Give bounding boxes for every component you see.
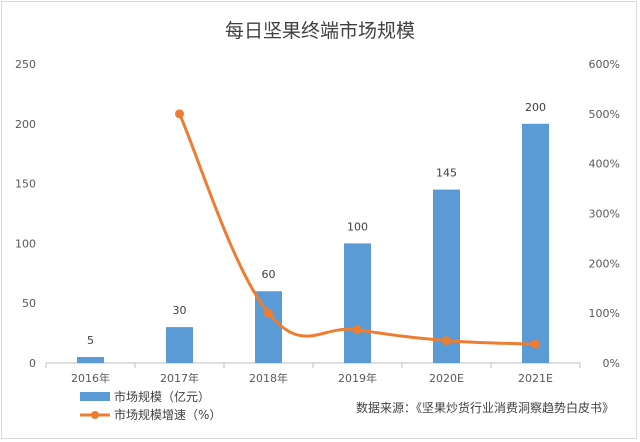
bar-data-label: 60 — [262, 268, 276, 281]
y-right-tick-label: 0% — [603, 357, 620, 370]
bar-data-labels: 5 30 60 100 145 200 — [87, 101, 546, 347]
y-left-tick-label: 250 — [15, 58, 36, 71]
bar-data-label: 5 — [87, 334, 94, 347]
y-right-tick-label: 500% — [589, 108, 620, 121]
bar-data-label: 145 — [436, 167, 457, 180]
y-right-tick-label: 400% — [589, 158, 620, 171]
growth-point — [264, 308, 273, 318]
bar-series — [77, 123, 549, 363]
bar-data-label: 30 — [173, 304, 187, 317]
legend-line-label: 市场规模增速（%） — [114, 407, 221, 422]
legend-bar-swatch — [80, 392, 110, 401]
y-left-tick-label: 150 — [15, 178, 36, 191]
bar — [433, 189, 460, 363]
legend: 市场规模（亿元） 市场规模增速（%） — [80, 389, 221, 422]
bar — [344, 243, 371, 363]
y-left-tick-label: 0 — [29, 357, 36, 370]
growth-point — [175, 109, 184, 119]
source-note: 数据来源：《坚果炒货行业消费洞察趋势白皮书》 — [356, 400, 614, 415]
x-tick-label: 2021E — [518, 372, 553, 385]
x-tick-label: 2016年 — [71, 371, 110, 385]
growth-line — [178, 113, 536, 346]
legend-bar-label: 市场规模（亿元） — [114, 389, 210, 404]
y-left-tick-label: 50 — [22, 297, 36, 310]
bar-data-label: 200 — [525, 101, 546, 114]
bar — [166, 327, 193, 363]
growth-point — [442, 336, 451, 346]
x-tick-label: 2018年 — [249, 371, 288, 385]
bar-data-label: 100 — [347, 220, 368, 233]
left-axis: 0 50 100 150 200 250 — [15, 58, 36, 370]
x-tick-label: 2019年 — [338, 371, 377, 385]
right-axis: 0% 100% 200% 300% 400% 500% 600% — [589, 58, 620, 370]
chart-title: 每日坚果终端市场规模 — [225, 20, 415, 42]
y-right-tick-label: 600% — [589, 58, 620, 71]
growth-point — [353, 325, 362, 335]
growth-point — [531, 339, 540, 349]
y-right-tick-label: 100% — [589, 307, 620, 320]
line-series — [175, 109, 540, 349]
bar — [77, 357, 104, 363]
y-left-tick-label: 200 — [15, 118, 36, 131]
legend-line-marker — [91, 411, 99, 419]
y-right-tick-label: 200% — [589, 257, 620, 270]
x-tick-label: 2017年 — [160, 371, 199, 385]
x-axis: 2016年 2017年 2018年 2019年 2020E 2021E — [45, 363, 581, 385]
y-right-tick-label: 300% — [589, 208, 620, 221]
bar — [522, 123, 549, 363]
x-tick-label: 2020E — [429, 372, 464, 385]
y-left-tick-label: 100 — [15, 237, 36, 250]
